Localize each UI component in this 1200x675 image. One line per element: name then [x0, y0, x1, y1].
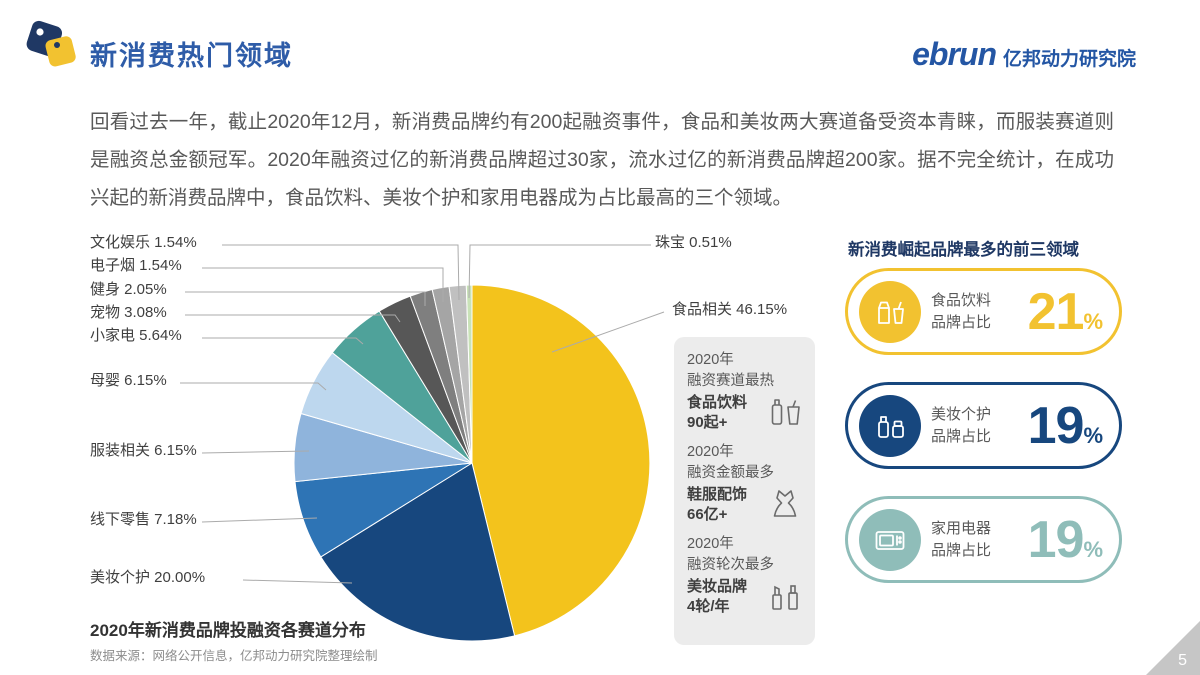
- brand-logo: ebrun 亿邦动力研究院: [912, 36, 1136, 73]
- stat-period: 2020年: [687, 444, 734, 460]
- top3-label-line1: 食品饮料: [931, 291, 992, 309]
- top3-value: 19: [1027, 510, 1085, 569]
- leader-line-6: [202, 337, 364, 345]
- chart-title: 2020年新消费品牌投融资各赛道分布: [90, 621, 366, 640]
- leader-line-1: [551, 311, 665, 353]
- brand-suffix: 亿邦动力研究院: [1002, 49, 1136, 70]
- pie-slice-2: [320, 462, 516, 642]
- stat-group-apparel: 2020年 融资金额最多 鞋服配饰 66亿+: [687, 442, 802, 525]
- pie-slice-8: [409, 288, 473, 464]
- leader-line-10: [222, 244, 460, 301]
- tags-logo-icon: [20, 18, 82, 81]
- appliance-icon: [859, 508, 921, 571]
- top3-unit: %: [1083, 308, 1103, 334]
- pie-label-5: 母婴 6.15%: [90, 372, 167, 389]
- pie-slice-5: [300, 351, 473, 464]
- dress-icon: [768, 488, 802, 522]
- top3-unit: %: [1083, 422, 1103, 448]
- pie-label-11: 珠宝 0.51%: [655, 234, 732, 251]
- top3-percentage: 19 %: [1028, 510, 1103, 570]
- leader-line-5: [180, 382, 327, 391]
- food-drink-icon: [859, 280, 921, 343]
- page-title: 新消费热门领域: [90, 41, 293, 71]
- top3-label-line1: 美妆个护: [931, 405, 992, 423]
- pie-slice-9: [431, 285, 473, 464]
- top3-percentage: 19 %: [1028, 396, 1103, 456]
- pie-slice-6: [331, 310, 473, 464]
- pie-slice-11: [465, 284, 473, 464]
- stat-metric: 融资金额最多: [687, 465, 774, 481]
- pie-label-2: 美妆个护 20.00%: [90, 569, 206, 586]
- leader-line-7: [185, 314, 401, 323]
- pie-slice-3: [294, 462, 473, 558]
- pie-slice-1: [471, 284, 651, 637]
- top3-heading: 新消费崛起品牌最多的前三领域: [848, 241, 1079, 259]
- leader-line-3: [201, 517, 318, 523]
- top3-label-line2: 品牌占比: [931, 313, 992, 331]
- top3-card-food: 食品饮料 品牌占比 21 %: [845, 268, 1122, 355]
- top3-label-line2: 品牌占比: [931, 541, 992, 559]
- pie-label-3: 线下零售 7.18%: [90, 511, 197, 528]
- stat-group-beauty: 2020年 融资轮次最多 美妆品牌 4轮/年: [687, 534, 802, 617]
- pie-slice-10: [448, 284, 473, 464]
- brand-name: ebrun: [912, 36, 997, 72]
- stat-metric: 融资轮次最多: [687, 557, 774, 573]
- top3-label-line1: 家用电器: [931, 519, 992, 537]
- pie-label-9: 电子烟 1.54%: [90, 257, 182, 274]
- stat-name: 食品饮料: [687, 394, 748, 411]
- top3-value: 21: [1027, 282, 1085, 341]
- page-corner: [1146, 621, 1200, 675]
- pie-label-10: 文化娱乐 1.54%: [90, 234, 197, 251]
- top3-label-line2: 品牌占比: [931, 427, 992, 445]
- top3-card-appliance: 家用电器 品牌占比 19 %: [845, 496, 1122, 583]
- stat-value: 4轮/年: [687, 598, 730, 615]
- leader-line-2: [242, 579, 353, 584]
- stat-period: 2020年: [687, 536, 734, 552]
- cosmetics-icon: [768, 581, 802, 613]
- top3-card-beauty: 美妆个护 品牌占比 19 %: [845, 382, 1122, 469]
- stat-value: 90起+: [687, 414, 728, 431]
- top3-percentage: 21 %: [1028, 282, 1103, 342]
- stat-group-food: 2020年 融资赛道最热 食品饮料 90起+: [687, 350, 802, 433]
- leader-line-9: [202, 267, 444, 302]
- top3-unit: %: [1083, 536, 1103, 562]
- bottles-icon: [768, 396, 802, 430]
- stat-period: 2020年: [687, 352, 734, 368]
- page-number: 5: [1178, 652, 1187, 669]
- leader-line-4: [201, 450, 310, 454]
- intro-paragraph: 回看过去一年，截止2020年12月，新消费品牌约有200起融资事件，食品和美妆两…: [90, 111, 1114, 209]
- pie-slice-4: [293, 412, 473, 483]
- leader-line-8: [185, 291, 426, 306]
- leader-line-11: [468, 244, 651, 299]
- stat-value: 66亿+: [687, 506, 728, 523]
- pie-label-1: 食品相关 46.15%: [672, 301, 788, 318]
- pie-slice-7: [378, 295, 473, 464]
- stat-metric: 融资赛道最热: [687, 373, 774, 389]
- funding-stats-box: 2020年 融资赛道最热 食品饮料 90起+ 2020年: [674, 337, 815, 645]
- stat-name: 鞋服配饰: [687, 486, 748, 503]
- pie-label-8: 健身 2.05%: [90, 281, 167, 298]
- stat-name: 美妆品牌: [687, 578, 748, 595]
- chart-source: 数据来源：网络公开信息，亿邦动力研究院整理绘制: [90, 649, 378, 663]
- pie-label-4: 服装相关 6.15%: [90, 442, 197, 459]
- top3-value: 19: [1027, 396, 1085, 455]
- cosmetics-icon: [859, 394, 921, 457]
- pie-label-6: 小家电 5.64%: [90, 327, 182, 344]
- pie-label-7: 宠物 3.08%: [90, 304, 167, 321]
